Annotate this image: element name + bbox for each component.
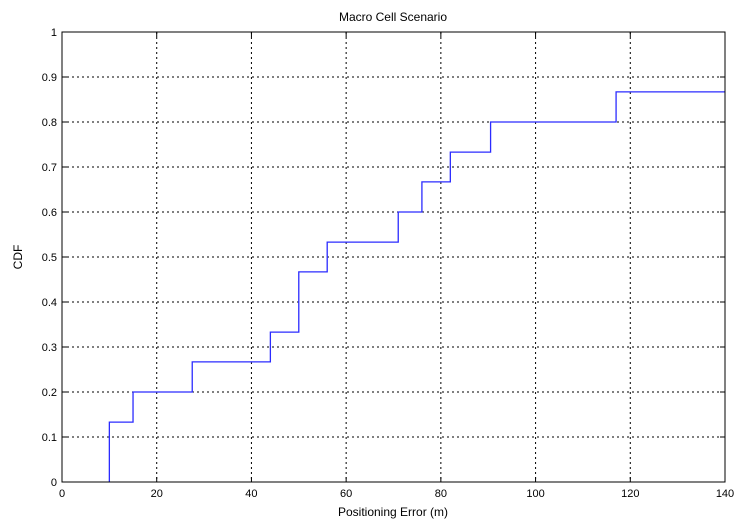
cdf-step-line xyxy=(108,91,725,482)
y-tick-labels: 0 0.1 0.2 0.3 0.4 0.5 0.6 0.7 0.8 0.9 1 xyxy=(42,27,57,489)
y-tick-label: 1 xyxy=(51,27,57,39)
y-axis-label: CDF xyxy=(11,245,25,270)
y-tick-label: 0.1 xyxy=(42,432,57,444)
x-tick-label: 100 xyxy=(526,488,544,500)
x-tick-label: 40 xyxy=(245,488,257,500)
y-tick-label: 0.8 xyxy=(42,117,57,129)
y-tick-label: 0.2 xyxy=(42,387,57,399)
y-tick-label: 0.4 xyxy=(42,297,57,309)
chart-title: Macro Cell Scenario xyxy=(339,10,447,24)
x-axis-label: Positioning Error (m) xyxy=(338,505,448,519)
x-tick-label: 80 xyxy=(435,488,447,500)
x-tick-label: 140 xyxy=(716,488,734,500)
tick-marks xyxy=(61,31,726,483)
y-tick-label: 0 xyxy=(51,477,57,489)
y-tick-label: 0.5 xyxy=(42,252,57,264)
y-tick-label: 0.3 xyxy=(42,342,57,354)
x-tick-label: 60 xyxy=(340,488,352,500)
x-tick-label: 120 xyxy=(621,488,639,500)
x-tick-label: 20 xyxy=(151,488,163,500)
y-tick-label: 0.9 xyxy=(42,72,57,84)
x-tick-label: 0 xyxy=(59,488,65,500)
series-group xyxy=(108,91,725,482)
x-tick-labels: 0 20 40 60 80 100 120 140 xyxy=(59,488,734,500)
y-tick-label: 0.6 xyxy=(42,207,57,219)
y-tick-label: 0.7 xyxy=(42,162,57,174)
